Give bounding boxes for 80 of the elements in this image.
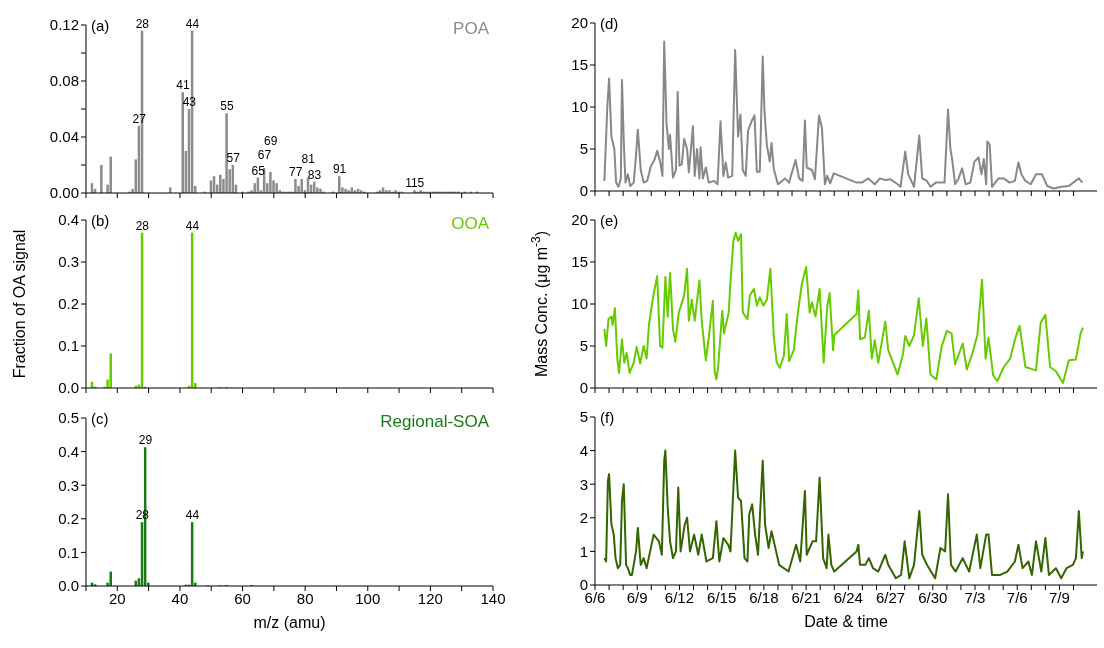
annotation: 55 bbox=[220, 99, 234, 114]
x-tick-label: 60 bbox=[234, 589, 251, 607]
annotation: 29 bbox=[138, 433, 153, 448]
y-tick-label: 15 bbox=[571, 56, 588, 74]
y-tick-label: 20 bbox=[571, 14, 588, 32]
annotation: 28 bbox=[135, 218, 150, 233]
chart-title: (b) bbox=[91, 212, 110, 229]
x-tick-label: 7/6 bbox=[1006, 588, 1028, 606]
y-tick-label: 0.12 bbox=[49, 16, 79, 34]
y-tick-label: 0 bbox=[579, 379, 588, 397]
chart-title: (c) bbox=[91, 410, 109, 427]
x-tick-label: 6/9 bbox=[626, 588, 648, 606]
x-tick-label: 120 bbox=[417, 589, 443, 607]
x-tick-label: 80 bbox=[296, 589, 314, 607]
x-tick-label: 6/18 bbox=[749, 588, 779, 606]
y-tick-label: 5 bbox=[579, 408, 588, 426]
y-tick-label: 0.1 bbox=[58, 337, 79, 355]
y-tick-label: 4 bbox=[579, 441, 588, 459]
annotation: 41 bbox=[176, 78, 191, 93]
y-tick-label: 1 bbox=[579, 542, 588, 560]
text: POA bbox=[453, 19, 489, 39]
x-axis-title: Date & time bbox=[804, 613, 888, 630]
x-tick-label: 6/27 bbox=[875, 588, 906, 606]
annotation: 44 bbox=[185, 508, 200, 523]
x-tick-label: 6/24 bbox=[833, 588, 863, 606]
annotation: 44 bbox=[185, 218, 200, 233]
y-tick-label: 10 bbox=[571, 295, 588, 313]
x-tick-label: 6/30 bbox=[918, 588, 948, 606]
chart-title: (e) bbox=[600, 212, 619, 229]
y-tick-label: 15 bbox=[571, 253, 588, 271]
y-tick-label: 0.08 bbox=[49, 72, 79, 90]
y-tick-label: 5 bbox=[579, 140, 588, 158]
x-tick-label: 100 bbox=[355, 589, 381, 607]
annotation: 115 bbox=[405, 176, 425, 191]
x-axis-title: m/z (amu) bbox=[253, 614, 326, 631]
x-tick-label: 7/3 bbox=[964, 588, 986, 606]
x-tick-label: 140 bbox=[480, 589, 506, 607]
x-tick-label: 40 bbox=[171, 589, 189, 607]
chart-title: (a) bbox=[91, 17, 110, 34]
y-tick-label: 5 bbox=[579, 337, 588, 355]
x-tick-label: 7/9 bbox=[1049, 588, 1070, 606]
annotation: 77 bbox=[289, 165, 303, 179]
annotation: 28 bbox=[135, 16, 150, 31]
y-tick-label: 0.04 bbox=[49, 128, 79, 146]
y-tick-label: 0.00 bbox=[49, 184, 79, 202]
y-tick-label: 0.4 bbox=[58, 442, 79, 460]
annotation: 44 bbox=[185, 16, 200, 31]
annotation: 81 bbox=[301, 151, 316, 166]
x-tick-label: 20 bbox=[108, 589, 126, 607]
x-tick-label: 6/12 bbox=[664, 588, 695, 606]
annotation: 65 bbox=[251, 163, 266, 178]
y-tick-label: 3 bbox=[579, 475, 588, 493]
y-tick-label: 0.1 bbox=[58, 543, 79, 561]
y-tick-label: 0.2 bbox=[58, 295, 79, 313]
y-axis-title: Fraction of OA signal bbox=[11, 229, 28, 379]
annotation: 57 bbox=[226, 151, 241, 165]
y-tick-label: 0.4 bbox=[58, 211, 79, 229]
y-tick-label: 0.3 bbox=[58, 476, 79, 494]
text: OOA bbox=[451, 214, 489, 234]
y-tick-label: 2 bbox=[579, 509, 588, 527]
y-tick-label: 0.3 bbox=[58, 253, 79, 271]
annotation: 91 bbox=[332, 162, 347, 177]
annotation: 83 bbox=[307, 167, 322, 182]
y-tick-label: 0.2 bbox=[58, 510, 79, 528]
y-tick-label: 0 bbox=[579, 576, 588, 594]
x-tick-label: 6/15 bbox=[707, 588, 737, 606]
annotation: 43 bbox=[182, 95, 197, 109]
x-tick-label: 6/21 bbox=[791, 588, 821, 606]
annotation: 69 bbox=[264, 134, 278, 148]
y-tick-label: 10 bbox=[571, 98, 588, 116]
y-tick-label: 0.5 bbox=[58, 409, 79, 427]
chart-title: (f) bbox=[600, 409, 615, 426]
y-tick-label: 0.0 bbox=[58, 379, 79, 397]
y-tick-label: 20 bbox=[571, 211, 588, 229]
y-tick-label: 0 bbox=[579, 182, 588, 200]
text: Regional-SOA bbox=[380, 412, 489, 432]
annotation: 27 bbox=[132, 111, 147, 126]
annotation: 67 bbox=[257, 147, 272, 162]
chart-title: (d) bbox=[600, 15, 619, 32]
y-tick-label: 0.0 bbox=[58, 577, 79, 595]
